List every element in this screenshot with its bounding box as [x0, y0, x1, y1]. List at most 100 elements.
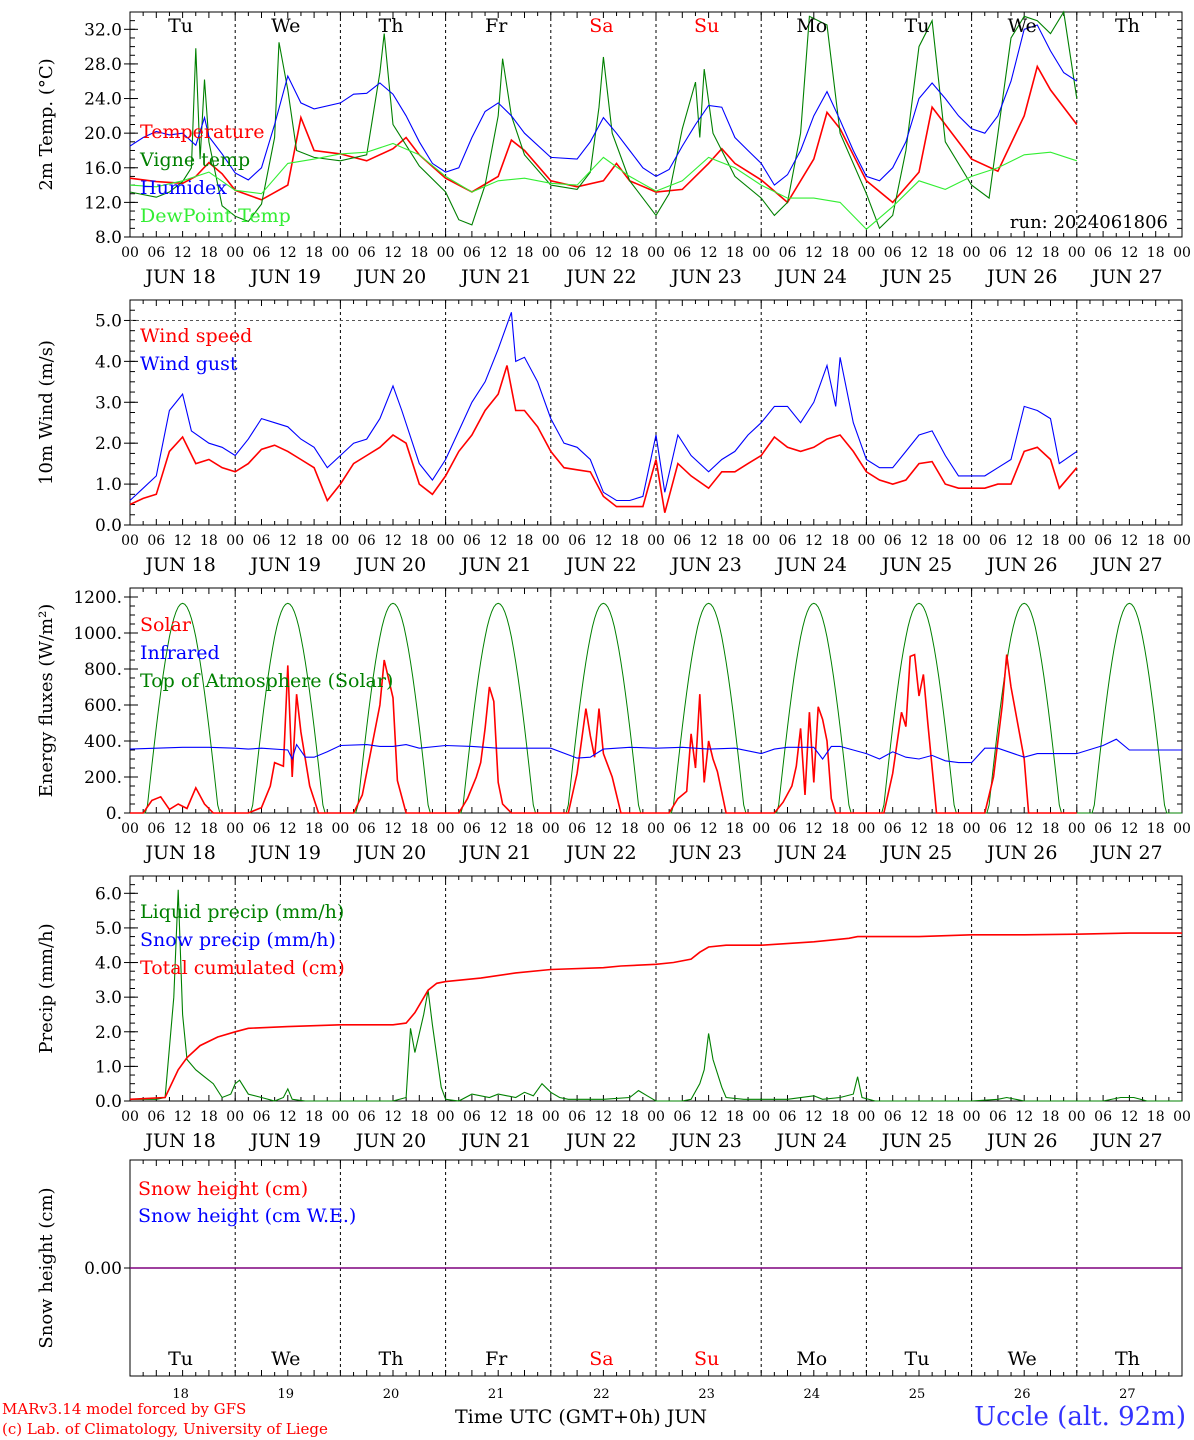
x-hour-label: 12 [805, 1109, 823, 1125]
x-hour-label: 18 [1147, 1109, 1165, 1125]
x-hour-label: 06 [779, 245, 797, 261]
x-hour-label: 12 [384, 533, 402, 549]
x-date-label: JUN 27 [1090, 266, 1162, 288]
x-hour-label: 06 [147, 533, 165, 549]
x-hour-label: 00 [647, 245, 665, 261]
x-hour-label: 12 [279, 1109, 297, 1125]
x-hour-label: 18 [621, 245, 639, 261]
weekday-label: We [1008, 1348, 1037, 1370]
y-tick-label: 8.0 [95, 228, 122, 248]
x-hour-label: 12 [1015, 821, 1033, 837]
x-hour-label: 12 [279, 245, 297, 261]
y-tick-label: 200. [84, 768, 122, 788]
day-number-label: 26 [1014, 1387, 1031, 1402]
panel-1 [124, 10, 1183, 238]
x-hour-label: 18 [621, 1109, 639, 1125]
x-date-label: JUN 18 [143, 266, 215, 288]
panel-4 [124, 875, 1183, 1102]
x-hour-label: 06 [253, 1109, 271, 1125]
weekday-label: We [1008, 15, 1037, 37]
day-number-label: 21 [488, 1387, 505, 1402]
x-hour-label: 18 [516, 821, 534, 837]
x-hour-label: 06 [463, 245, 481, 261]
x-hour-label: 18 [305, 1109, 323, 1125]
x-date-label: JUN 22 [564, 842, 636, 864]
legend-entry: Total cumulated (cm) [140, 957, 345, 979]
weekday-label: Mo [796, 1348, 827, 1370]
x-hour-label: 18 [410, 245, 428, 261]
x-hour-label: 00 [752, 533, 770, 549]
day-number-label: 20 [383, 1387, 400, 1402]
x-hour-label: 00 [647, 1109, 665, 1125]
x-hour-label: 06 [989, 533, 1007, 549]
x-hour-label: 12 [174, 533, 192, 549]
legend-entry: Wind gust [140, 353, 238, 375]
x-hour-label: 00 [752, 821, 770, 837]
series-line [129, 932, 1182, 1101]
x-hour-label: 12 [1015, 533, 1033, 549]
series-line [129, 738, 1182, 764]
x-hour-label: 06 [884, 1109, 902, 1125]
x-hour-label: 18 [1042, 821, 1060, 837]
x-hour-label: 12 [700, 1109, 718, 1125]
x-date-label: JUN 22 [564, 266, 636, 288]
x-date-label: JUN 26 [985, 842, 1057, 864]
x-hour-label: 12 [384, 821, 402, 837]
y-tick-label: 2.0 [95, 434, 122, 454]
model-credit: MARv3.14 model forced by GFS [2, 1400, 247, 1418]
x-hour-label: 12 [594, 245, 612, 261]
y-tick-label: 20.0 [84, 124, 122, 144]
x-date-label: JUN 19 [249, 1130, 321, 1152]
x-hour-label: 06 [358, 1109, 376, 1125]
lab-credit: (c) Lab. of Climatology, University of L… [2, 1420, 328, 1438]
x-hour-label: 12 [805, 245, 823, 261]
x-hour-label: 18 [516, 1109, 534, 1125]
x-hour-label: 18 [726, 821, 744, 837]
y-tick-label: 3.0 [95, 988, 122, 1008]
series-line [129, 24, 1078, 186]
y-tick-label: 1.0 [95, 1057, 122, 1077]
x-date-label: JUN 25 [880, 842, 952, 864]
y-tick-label: 0.0 [95, 516, 122, 536]
x-date-label: JUN 24 [775, 266, 847, 288]
y-tick-label: 800. [84, 660, 122, 680]
x-hour-label: 00 [752, 1109, 770, 1125]
x-hour-label: 12 [805, 533, 823, 549]
x-hour-label: 00 [647, 533, 665, 549]
y-tick-label: 1000. [73, 624, 122, 644]
x-hour-label: 12 [279, 821, 297, 837]
x-hour-label: 00 [226, 821, 244, 837]
x-hour-label: 12 [489, 533, 507, 549]
x-date-label: JUN 24 [775, 1130, 847, 1152]
x-hour-label: 12 [1120, 245, 1138, 261]
x-date-label: JUN 20 [354, 1130, 426, 1152]
x-hour-label: 18 [305, 245, 323, 261]
x-date-label: JUN 23 [669, 266, 741, 288]
x-hour-label: 12 [384, 1109, 402, 1125]
y-tick-label: 0.0 [95, 1092, 122, 1112]
y-tick-label: 4.0 [95, 954, 122, 974]
x-hour-label: 12 [910, 245, 928, 261]
weekday-label: Fr [485, 1348, 508, 1370]
x-hour-label: 12 [279, 533, 297, 549]
x-hour-label: 12 [174, 1109, 192, 1125]
weekday-label: Tu [168, 15, 193, 37]
x-hour-label: 00 [331, 1109, 349, 1125]
y-tick-label: 16.0 [84, 159, 122, 179]
y-tick-label: 0. [106, 804, 122, 824]
x-date-label: JUN 21 [459, 266, 531, 288]
panel-3 [124, 587, 1183, 814]
x-hour-label: 00 [1173, 533, 1191, 549]
x-date-label: JUN 21 [459, 554, 531, 576]
x-hour-label: 12 [700, 821, 718, 837]
x-date-label: JUN 27 [1090, 842, 1162, 864]
legend-entry: Snow height (cm W.E.) [138, 1205, 356, 1227]
x-date-label: JUN 24 [775, 554, 847, 576]
x-hour-label: 00 [226, 533, 244, 549]
x-hour-label: 18 [726, 533, 744, 549]
x-hour-label: 06 [358, 533, 376, 549]
y-tick-label: 4.0 [95, 352, 122, 372]
series-line [129, 142, 1077, 230]
x-date-label: JUN 18 [143, 554, 215, 576]
x-hour-label: 00 [437, 533, 455, 549]
